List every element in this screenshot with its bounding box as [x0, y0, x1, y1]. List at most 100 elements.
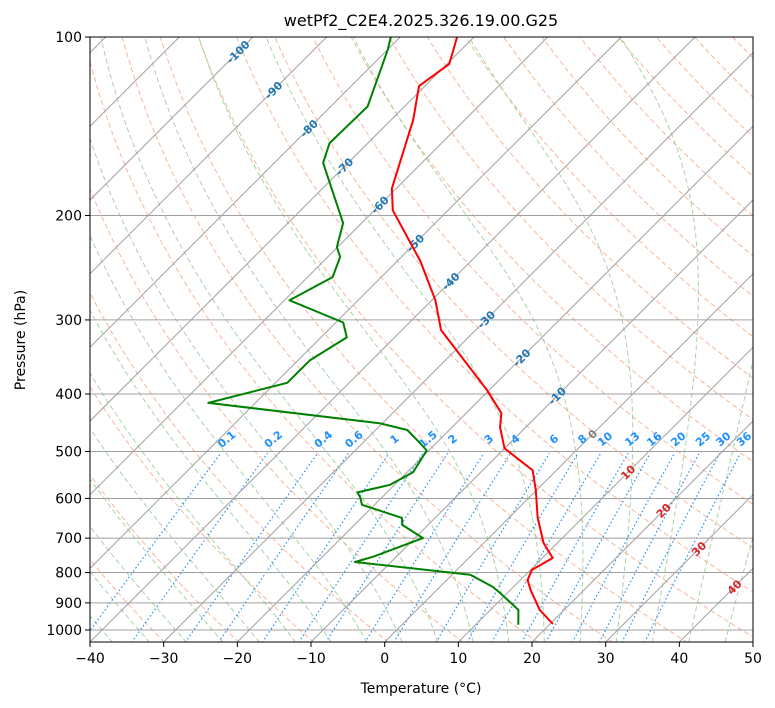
- x-tick-label: −30: [149, 651, 179, 667]
- mixing-ratio-line: [621, 453, 721, 642]
- moist-adiabat-line: [468, 37, 634, 642]
- dry-adiabat-line: [90, 473, 240, 642]
- line-labels: 0.1 0.2 0.4 0.6 1 1.5 2 3 4 6 8 10 13 16 20 25 30 36-100-…: [215, 38, 754, 598]
- isotherm-line: [236, 125, 753, 642]
- y-tick-label: 1000: [46, 623, 82, 639]
- y-tick-label: 900: [55, 596, 82, 612]
- dry-adiabat-line: [159, 37, 688, 642]
- mixing-ratio-line: [598, 453, 700, 642]
- mixing-ratio-line: [184, 452, 319, 642]
- mixing-ratio-line: [491, 452, 602, 642]
- mixing-ratio-label: 0.1: [215, 428, 238, 450]
- axes: −40 −30 −20 −10 0 10 20 30 40 5010020030040050060…: [46, 30, 762, 667]
- mixing-ratio-label: 2: [446, 432, 460, 447]
- mixing-ratio-line: [571, 453, 675, 642]
- moist-adiabat-line: [100, 37, 439, 642]
- isotherm-line: [90, 37, 328, 275]
- x-tick-label: 20: [523, 651, 541, 667]
- isotherm-line: [457, 346, 753, 642]
- y-tick-label: 300: [55, 313, 82, 329]
- x-tick-label: 0: [380, 651, 389, 667]
- y-tick-label: 700: [55, 531, 82, 547]
- moist-adiabat-line: [688, 357, 753, 642]
- moist-adiabat-line: [620, 37, 699, 642]
- isotherm-line: [604, 493, 753, 642]
- moist-adiabat-line: [90, 234, 368, 642]
- moist-adiabat-line: [90, 137, 403, 642]
- dry-adiabat-line: [274, 37, 753, 549]
- x-tick-label: 40: [670, 651, 688, 667]
- y-tick-label: 400: [55, 387, 82, 403]
- moist-adiabat-line: [90, 372, 296, 642]
- y-tick-label: 100: [55, 30, 82, 46]
- isotherm-line: [90, 37, 549, 496]
- mixing-ratio-label: 6: [547, 432, 561, 447]
- y-tick-label: 500: [55, 444, 82, 460]
- mixing-ratio-label: 0.4: [312, 428, 336, 451]
- mixing-ratio-label: 4: [508, 432, 522, 447]
- dry-adiabat-line: [503, 37, 753, 297]
- isotherm-line: [90, 37, 696, 642]
- dry-adiabat-line: [350, 37, 753, 463]
- background-lines: [90, 37, 775, 643]
- mixing-ratio-line: [521, 452, 629, 642]
- mixing-ratio-label: 36: [734, 429, 754, 449]
- mixing-ratio-line: [393, 452, 512, 642]
- dry-adiabat-line: [579, 37, 753, 217]
- isotherm-line: [383, 272, 753, 642]
- isotherm-line: [162, 51, 753, 642]
- mixing-ratio-line: [131, 452, 269, 642]
- y-tick-label: 600: [55, 491, 82, 507]
- mixing-ratio-label: 25: [693, 429, 713, 449]
- mixing-ratio-label: 13: [622, 429, 642, 449]
- chart-title: wetPf2_C2E4.2025.326.19.00.G25: [284, 11, 558, 31]
- y-tick-label: 200: [55, 209, 82, 225]
- dry-adiabat-line: [90, 385, 315, 642]
- mixing-ratio-line: [545, 453, 651, 642]
- x-tick-label: −10: [296, 651, 326, 667]
- isotherm-line: [752, 641, 753, 642]
- mixing-ratio-line: [218, 452, 349, 642]
- isotherm-label: -90: [262, 79, 285, 102]
- x-tick-label: −40: [75, 651, 105, 667]
- profiles: [207, 37, 554, 625]
- mixing-ratio-line: [466, 452, 579, 642]
- mixing-ratio-label: 0.6: [342, 428, 366, 451]
- moist-adiabat-line: [198, 37, 510, 642]
- dry-adiabat-line: [90, 187, 464, 642]
- mixing-ratio-line: [90, 452, 222, 632]
- moist-adiabat-line: [724, 535, 753, 642]
- x-axis-label: Temperature (°C): [360, 681, 482, 697]
- x-tick-label: 50: [744, 651, 762, 667]
- moist-adiabat-line: [90, 427, 260, 642]
- x-tick-label: 30: [597, 651, 615, 667]
- mixing-ratio-line: [261, 452, 390, 642]
- x-tick-label: −20: [223, 651, 253, 667]
- mixing-ratio-line: [298, 452, 424, 642]
- dry-adiabat-line: [236, 37, 753, 593]
- dry-adiabat-line: [90, 59, 539, 642]
- mixing-ratio-label: 0.2: [262, 428, 285, 450]
- moist-adiabat-line: [265, 37, 545, 642]
- isotherm-label: -100: [224, 38, 253, 67]
- isotherm-label: -70: [333, 155, 356, 178]
- mixing-ratio-line: [325, 452, 449, 642]
- plot-frame: [89, 36, 754, 643]
- dry-adiabat-line: [732, 37, 753, 59]
- mixing-ratio-label: 16: [644, 429, 664, 449]
- y-tick-label: 800: [55, 566, 82, 582]
- dry-adiabat-line: [694, 37, 753, 99]
- dry-adiabat-line: [771, 37, 775, 643]
- isotherm-line: [90, 37, 254, 201]
- isotherm-line: [531, 420, 753, 642]
- dry-adiabat-line: [465, 37, 753, 338]
- dewpoint-profile-line: [207, 37, 520, 625]
- mixing-ratio-label: 1.5: [416, 428, 439, 450]
- dry-adiabat-line: [656, 37, 753, 138]
- mixing-ratio-line: [435, 452, 550, 642]
- dry-adiabat-line: [90, 291, 389, 642]
- moist-adiabat-line: [90, 309, 332, 642]
- dry-adiabat-line: [388, 37, 753, 421]
- mixing-ratio-line: [644, 453, 741, 642]
